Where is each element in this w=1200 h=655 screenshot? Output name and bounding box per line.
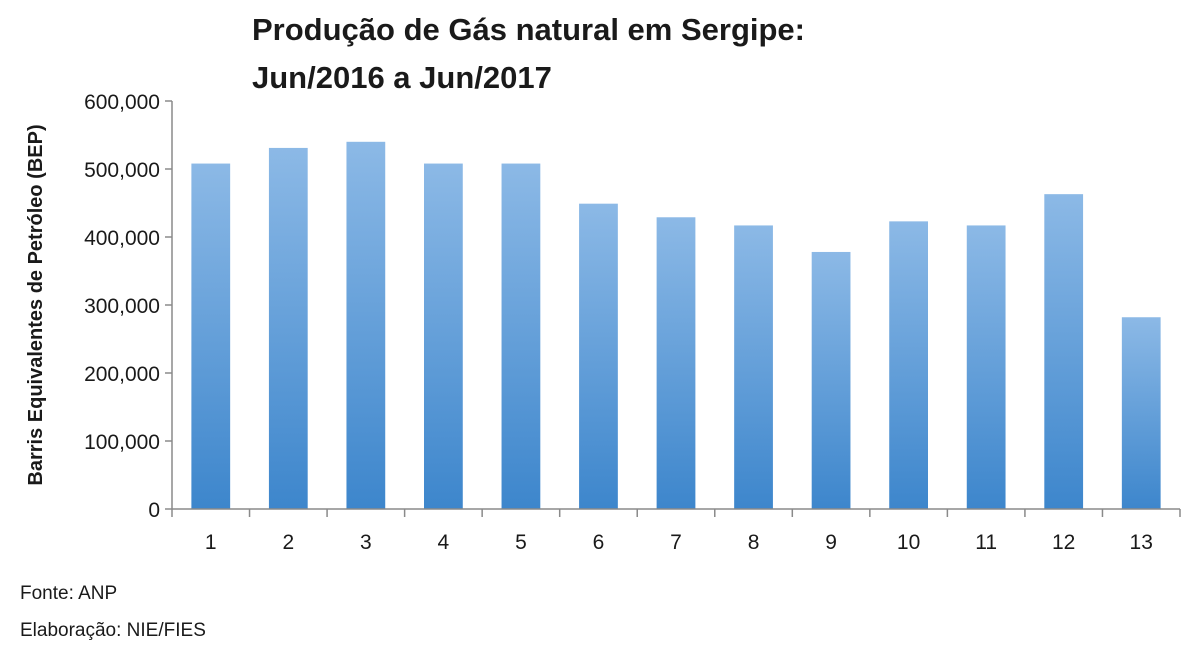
y-tick-label: 300,000 (84, 295, 160, 318)
bar-4 (424, 163, 463, 509)
chart: Produção de Gás natural em Sergipe: Jun/… (25, 12, 1181, 554)
bar-13 (1121, 317, 1161, 509)
bar-7 (656, 217, 696, 509)
source-note: Fonte: ANP (20, 583, 118, 604)
bar-11 (966, 225, 1006, 509)
bar-6 (579, 203, 618, 509)
chart-title-line-1: Produção de Gás natural em Sergipe: (252, 12, 805, 47)
x-tick-label: 8 (748, 531, 760, 554)
bar-2 (268, 147, 308, 510)
y-tick-label: 0 (148, 499, 160, 522)
bar-8 (734, 225, 773, 509)
bar-10 (889, 221, 928, 510)
y-tick-label: 100,000 (84, 431, 160, 454)
x-tick-label: 5 (515, 531, 527, 554)
x-tick-label: 11 (975, 531, 997, 554)
bar-9 (811, 251, 851, 509)
x-tick-label: 4 (438, 531, 450, 554)
x-tick-label: 6 (593, 531, 605, 554)
x-tick-label: 12 (1052, 531, 1075, 554)
y-axis-label: Barris Equivalentes de Petróleo (BEP) (25, 124, 47, 485)
x-tick-label: 10 (897, 531, 920, 554)
y-tick-label: 400,000 (84, 227, 160, 250)
y-tick-label: 600,000 (84, 91, 160, 114)
x-tick-label: 7 (670, 531, 682, 554)
bar-12 (1044, 194, 1084, 509)
y-tick-label: 200,000 (84, 363, 160, 386)
x-tick-label: 1 (205, 531, 217, 554)
prepared-by-note: Elaboração: NIE/FIES (20, 620, 206, 641)
x-tick-label: 3 (360, 531, 372, 554)
chart-title-line-2: Jun/2016 a Jun/2017 (252, 60, 552, 95)
bar-1 (191, 163, 231, 509)
y-axis: 0 100,000 200,000 300,000 400,000 500,000 600,… (84, 91, 173, 522)
bar-5 (501, 163, 541, 509)
x-tick-label: 9 (825, 531, 837, 554)
x-tick-label: 2 (282, 531, 294, 554)
x-tick-label: 13 (1130, 531, 1153, 554)
bar-series (191, 141, 1161, 510)
y-tick-label: 500,000 (84, 159, 160, 182)
x-axis: 1 2 3 4 5 6 7 8 9 10 11 12 13 (171, 508, 1181, 554)
bar-3 (346, 141, 386, 510)
